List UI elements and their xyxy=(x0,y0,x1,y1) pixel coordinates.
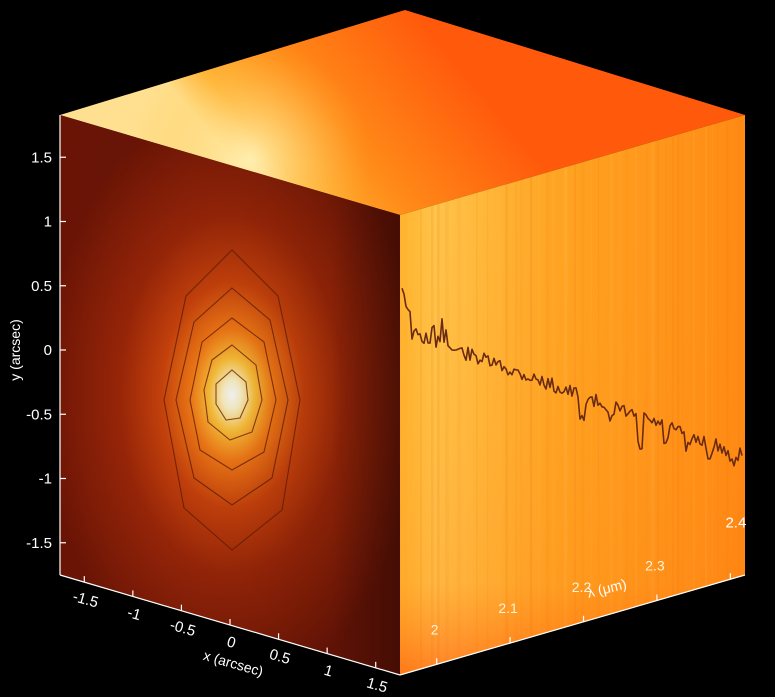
cube-top-face-glow xyxy=(60,10,745,215)
wavelength-tick-label-1: 2.1 xyxy=(498,600,518,616)
wavelength-axis-line xyxy=(399,574,746,676)
contour-3 xyxy=(189,317,277,471)
wavelength-tick-label-0: 2 xyxy=(431,621,439,637)
x-tick-label-5: 1 xyxy=(322,662,335,681)
wavelength-tick-label-2: 2.2 xyxy=(572,579,592,595)
wavelength-tick-label-3: 2.3 xyxy=(645,558,665,574)
x-tick-label-4: 0.5 xyxy=(267,646,292,668)
contour-4 xyxy=(175,287,289,506)
y-tick-label-2: 0.5 xyxy=(31,278,52,295)
contour-2 xyxy=(203,344,263,441)
x-tick-label-0: -1.5 xyxy=(71,588,101,611)
cube-front-face-shade xyxy=(60,115,400,675)
y-tick-label-0: 1.5 xyxy=(31,149,52,166)
x-tick-label-6: 1.5 xyxy=(365,674,390,696)
contour-1 xyxy=(215,369,249,421)
wavelength-tick-label-4: 2.4 xyxy=(725,514,746,531)
y-tick-label-3: 0 xyxy=(44,342,52,359)
x-tick-label-2: -0.5 xyxy=(168,617,198,640)
x-tick-label-3: 0 xyxy=(225,633,238,652)
contour-lines xyxy=(163,249,301,551)
y-axis-title: y (arcsec) xyxy=(7,319,23,380)
y-axis: 1.5 1 0.5 0 -0.5 -1 -1.5 y (arcsec) xyxy=(7,115,66,575)
y-tick-label-5: -1 xyxy=(39,471,52,488)
x-axis-title: x (arcsec) xyxy=(202,647,265,679)
contour-5 xyxy=(163,249,301,551)
x-tick-label-1: -1 xyxy=(125,604,143,624)
y-tick-label-4: -0.5 xyxy=(26,406,52,423)
spectrum-line xyxy=(401,287,743,467)
y-tick-label-1: 1 xyxy=(44,214,52,231)
y-tick-label-6: -1.5 xyxy=(26,535,52,552)
